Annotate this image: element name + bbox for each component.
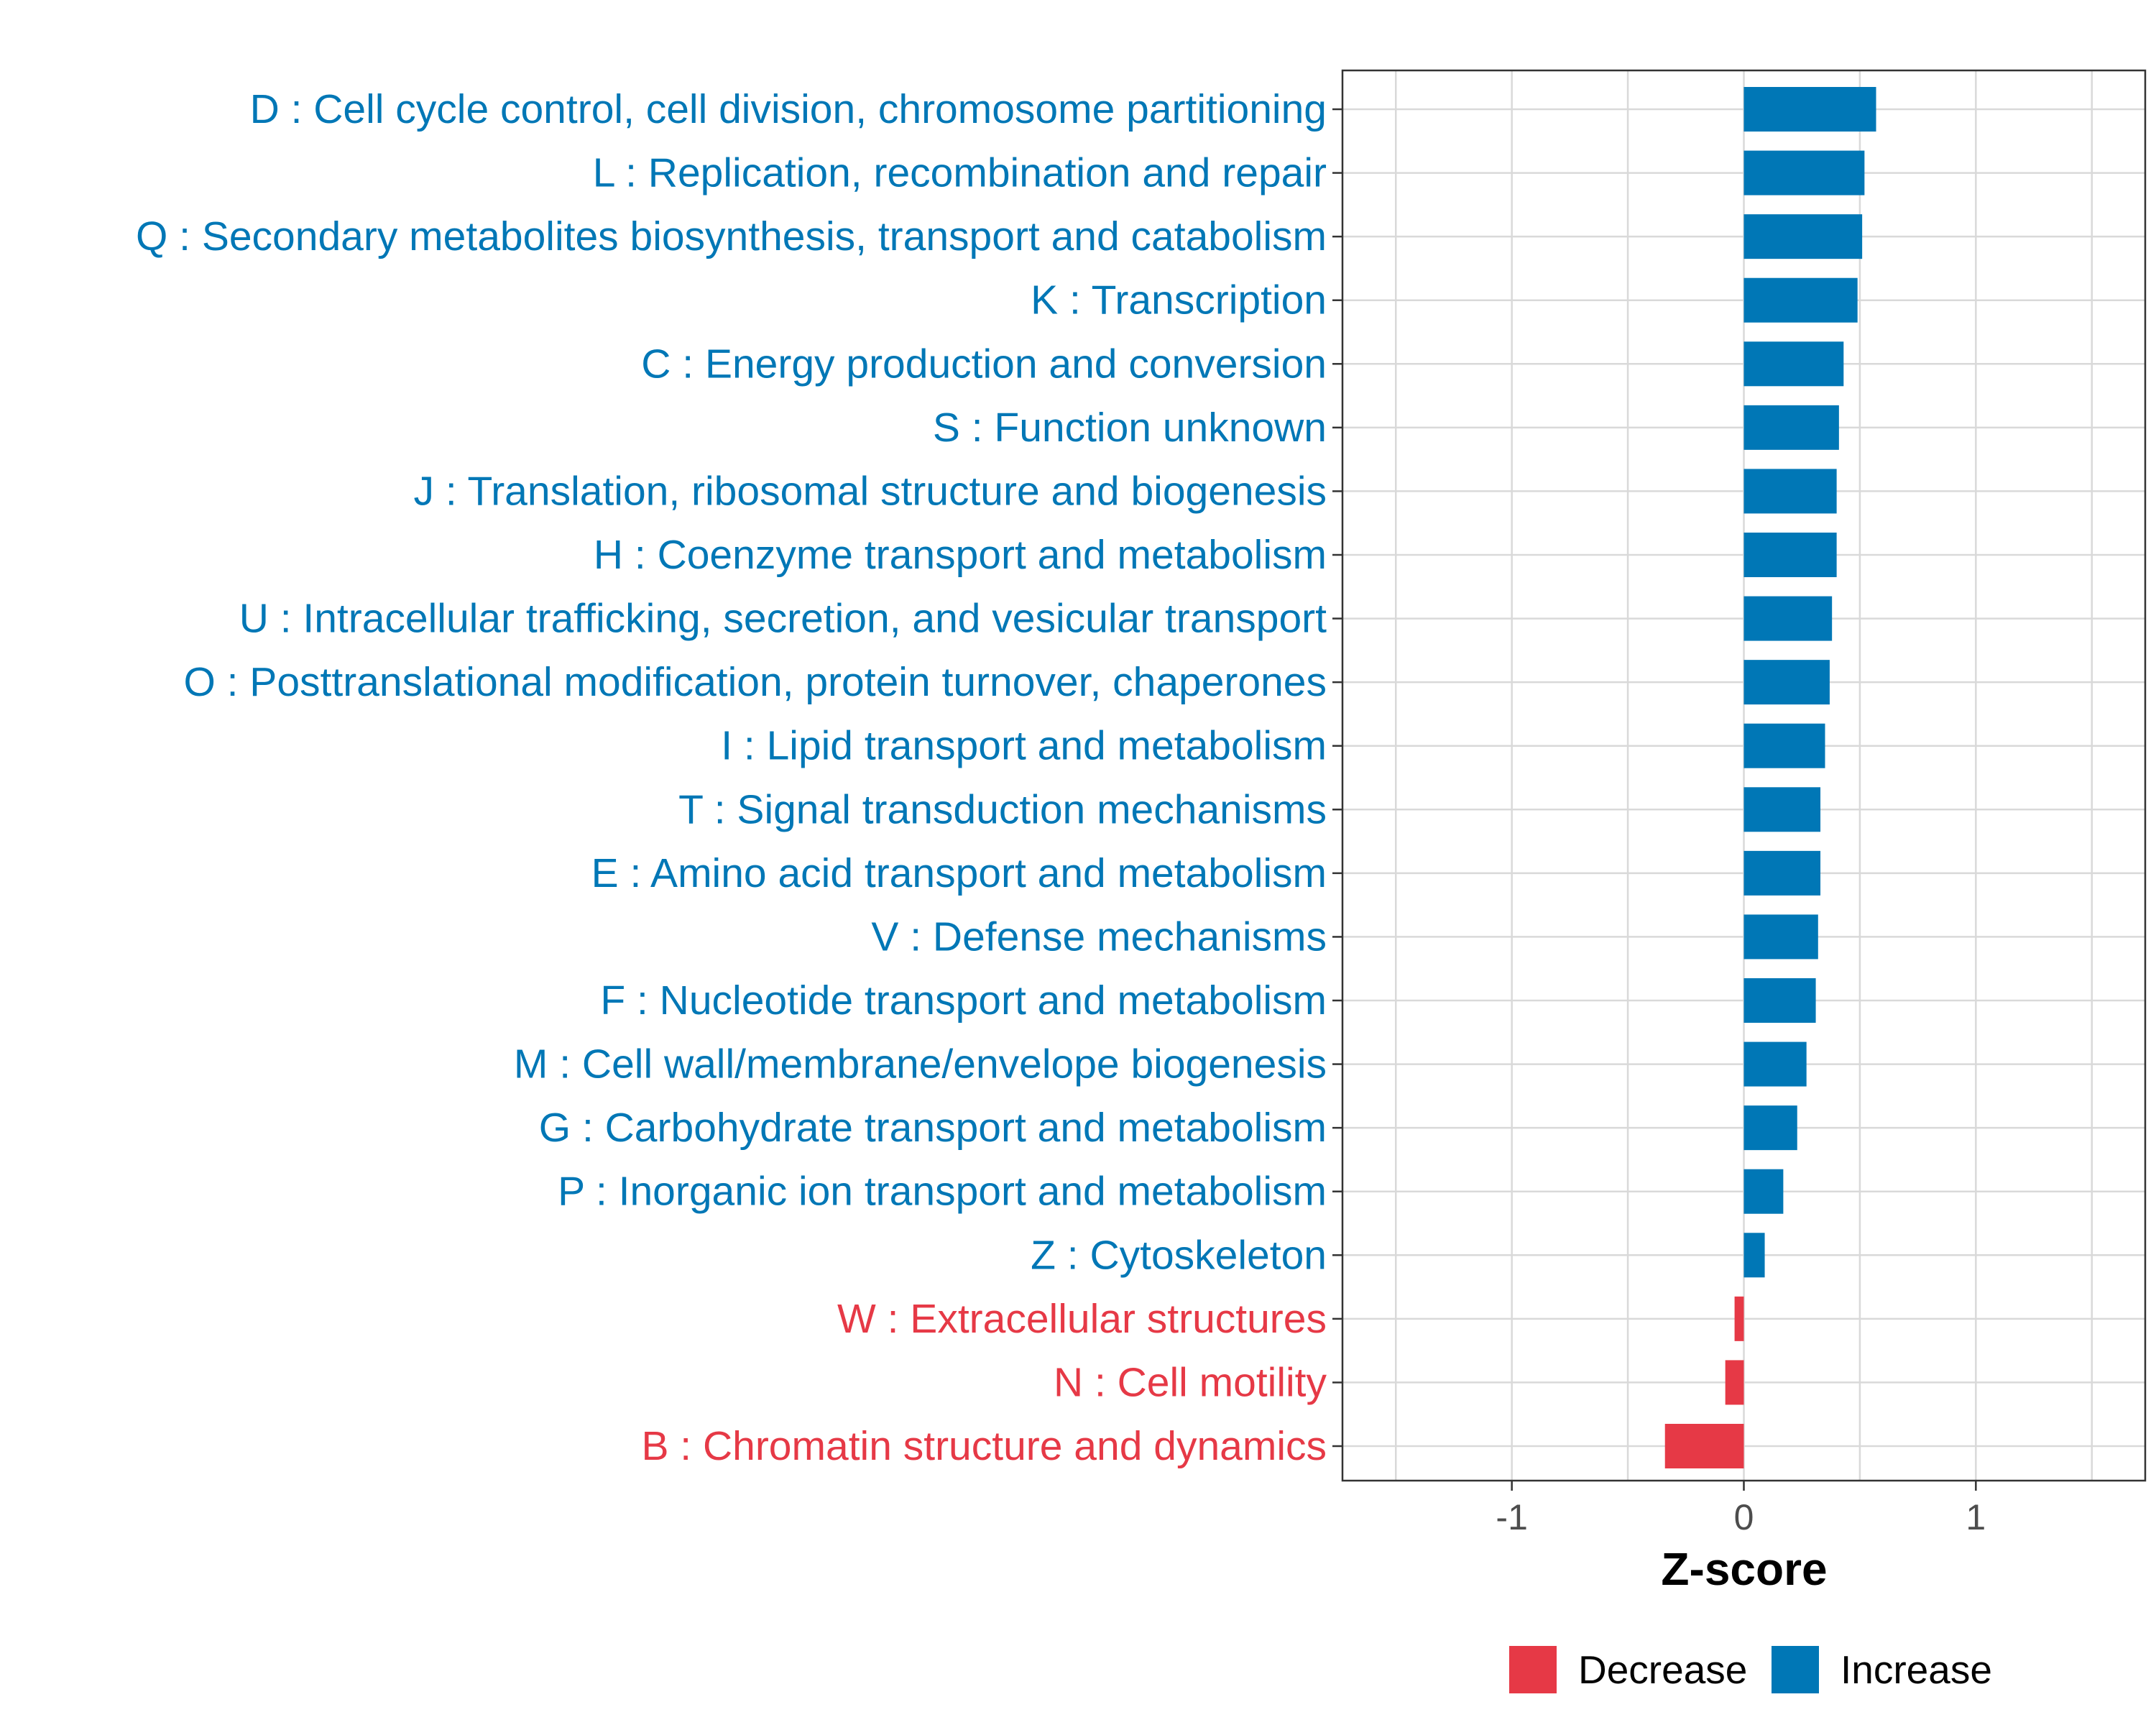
y-tick-label: G : Carbohydrate transport and metabolis… xyxy=(539,1105,1327,1151)
y-tick-label: J : Translation, ribosomal structure and… xyxy=(414,468,1327,514)
bar xyxy=(1743,405,1839,450)
y-tick-label: E : Amino acid transport and metabolism xyxy=(591,850,1327,896)
bar xyxy=(1743,341,1844,387)
bar xyxy=(1743,214,1863,259)
y-tick-label: Z : Cytoskeleton xyxy=(1031,1232,1327,1278)
y-tick-label: W : Extracellular structures xyxy=(837,1296,1327,1342)
y-tick-label: T : Signal transduction mechanisms xyxy=(678,786,1327,832)
bar xyxy=(1743,469,1837,514)
bar xyxy=(1743,787,1821,832)
y-tick-label: O : Posttranslational modification, prot… xyxy=(183,659,1327,705)
legend-label: Increase xyxy=(1841,1647,1992,1692)
bar xyxy=(1743,596,1833,641)
bar xyxy=(1743,914,1818,960)
y-tick-label: P : Inorganic ion transport and metaboli… xyxy=(558,1169,1327,1215)
y-tick-label: S : Function unknown xyxy=(933,405,1327,451)
bar xyxy=(1743,1233,1765,1278)
y-tick-label: K : Transcription xyxy=(1031,277,1327,323)
y-tick-label: C : Energy production and conversion xyxy=(641,341,1327,387)
bar xyxy=(1743,723,1825,768)
bar xyxy=(1664,1424,1744,1468)
bar xyxy=(1743,533,1837,577)
x-axis-title: Z-score xyxy=(1661,1543,1827,1595)
bar xyxy=(1743,978,1816,1023)
x-axis: -1 0 1 xyxy=(1496,1481,1986,1537)
legend-label: Decrease xyxy=(1578,1647,1747,1692)
legend-key xyxy=(1509,1646,1557,1693)
legend: Decrease Increase xyxy=(1509,1646,1992,1693)
x-tick-label: -1 xyxy=(1496,1497,1527,1537)
y-axis: D : Cell cycle control, cell division, c… xyxy=(136,86,1342,1469)
y-tick-label: U : Intracellular trafficking, secretion… xyxy=(239,596,1327,642)
bar xyxy=(1743,1169,1784,1214)
x-tick-label: 0 xyxy=(1734,1497,1754,1537)
y-tick-label: I : Lipid transport and metabolism xyxy=(721,723,1327,769)
y-tick-label: M : Cell wall/membrane/envelope biogenes… xyxy=(514,1041,1327,1087)
bar xyxy=(1743,87,1876,132)
bar xyxy=(1725,1360,1744,1405)
y-tick-label: D : Cell cycle control, cell division, c… xyxy=(250,86,1327,132)
bar xyxy=(1743,850,1821,896)
y-tick-label: L : Replication, recombination and repai… xyxy=(593,150,1327,196)
y-tick-label: H : Coenzyme transport and metabolism xyxy=(594,532,1327,578)
bar xyxy=(1734,1296,1744,1341)
y-tick-label: Q : Secondary metabolites biosynthesis, … xyxy=(136,213,1327,259)
bar xyxy=(1743,1105,1797,1151)
legend-key xyxy=(1772,1646,1819,1693)
y-tick-label: B : Chromatin structure and dynamics xyxy=(641,1423,1327,1469)
y-tick-label: V : Defense mechanisms xyxy=(871,914,1327,960)
bar xyxy=(1743,150,1865,196)
y-tick-label: N : Cell motility xyxy=(1054,1359,1327,1405)
bar xyxy=(1743,1041,1807,1087)
x-tick-label: 1 xyxy=(1966,1497,1986,1537)
bar xyxy=(1743,660,1830,705)
y-tick-label: F : Nucleotide transport and metabolism xyxy=(600,978,1327,1024)
bars xyxy=(1664,87,1876,1468)
bar xyxy=(1743,277,1858,323)
